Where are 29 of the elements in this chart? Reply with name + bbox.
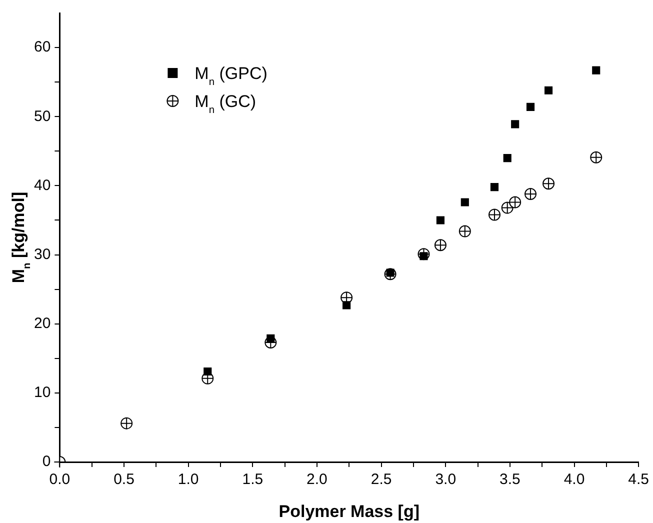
x-tick-label: 4.0 bbox=[564, 471, 585, 488]
point bbox=[592, 66, 600, 74]
x-axis-title: Polymer Mass [g] bbox=[278, 502, 420, 521]
y-axis-title: Mn [kg/mol] bbox=[9, 192, 33, 284]
y-tick-label: 10 bbox=[34, 384, 51, 402]
point bbox=[436, 216, 444, 224]
point bbox=[526, 102, 535, 111]
x-tick-label: 1.0 bbox=[178, 471, 199, 488]
x-tick-label: 0.5 bbox=[114, 471, 134, 488]
y-tick-label: 60 bbox=[34, 38, 51, 56]
point bbox=[511, 120, 520, 128]
point bbox=[503, 154, 512, 162]
point bbox=[490, 183, 499, 192]
x-tick-label: 4.5 bbox=[628, 471, 650, 488]
x-tick-label: 3.5 bbox=[500, 471, 520, 488]
point bbox=[204, 367, 212, 376]
y-tick-label: 40 bbox=[34, 176, 51, 194]
y-tick-label: 20 bbox=[34, 314, 51, 332]
x-tick-label: 2.0 bbox=[306, 471, 328, 488]
y-tick-label: 30 bbox=[34, 246, 51, 263]
y-tick-label: 0 bbox=[42, 453, 51, 470]
x-tick-label: 1.5 bbox=[242, 471, 264, 488]
point bbox=[460, 198, 469, 206]
x-tick-label: 0.0 bbox=[49, 471, 70, 488]
x-tick-label: 3.0 bbox=[435, 471, 456, 488]
y-tick-label: 50 bbox=[34, 108, 51, 125]
point bbox=[342, 301, 351, 310]
x-tick-label: 2.5 bbox=[370, 471, 392, 488]
point bbox=[544, 86, 553, 94]
